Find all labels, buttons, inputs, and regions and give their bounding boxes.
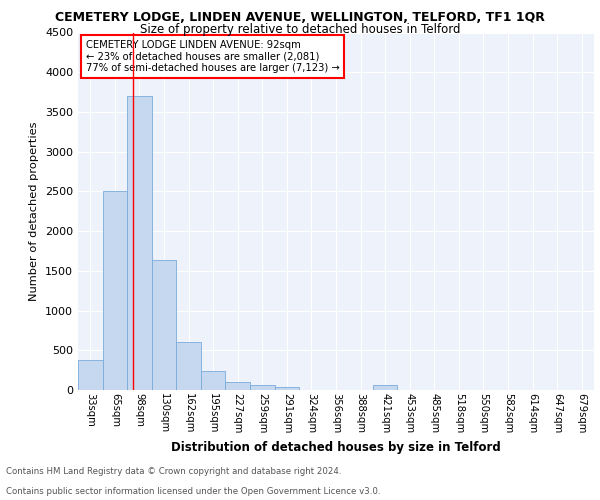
Text: Contains public sector information licensed under the Open Government Licence v3: Contains public sector information licen… (6, 487, 380, 496)
Text: Contains HM Land Registry data © Crown copyright and database right 2024.: Contains HM Land Registry data © Crown c… (6, 467, 341, 476)
Text: CEMETERY LODGE, LINDEN AVENUE, WELLINGTON, TELFORD, TF1 1QR: CEMETERY LODGE, LINDEN AVENUE, WELLINGTO… (55, 11, 545, 24)
Bar (127, 96, 152, 390)
Bar (176, 342, 201, 390)
Bar (226, 382, 250, 390)
Bar (78, 360, 103, 390)
Text: Size of property relative to detached houses in Telford: Size of property relative to detached ho… (140, 22, 460, 36)
Bar (152, 260, 176, 390)
Bar (250, 385, 275, 390)
Bar (373, 385, 397, 390)
Y-axis label: Number of detached properties: Number of detached properties (29, 122, 40, 301)
X-axis label: Distribution of detached houses by size in Telford: Distribution of detached houses by size … (171, 442, 501, 454)
Bar (201, 371, 226, 390)
Bar (103, 192, 127, 390)
Bar (275, 387, 299, 390)
Text: CEMETERY LODGE LINDEN AVENUE: 92sqm
← 23% of detached houses are smaller (2,081): CEMETERY LODGE LINDEN AVENUE: 92sqm ← 23… (86, 40, 340, 73)
